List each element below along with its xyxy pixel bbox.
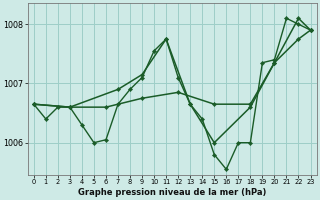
X-axis label: Graphe pression niveau de la mer (hPa): Graphe pression niveau de la mer (hPa) [78, 188, 266, 197]
